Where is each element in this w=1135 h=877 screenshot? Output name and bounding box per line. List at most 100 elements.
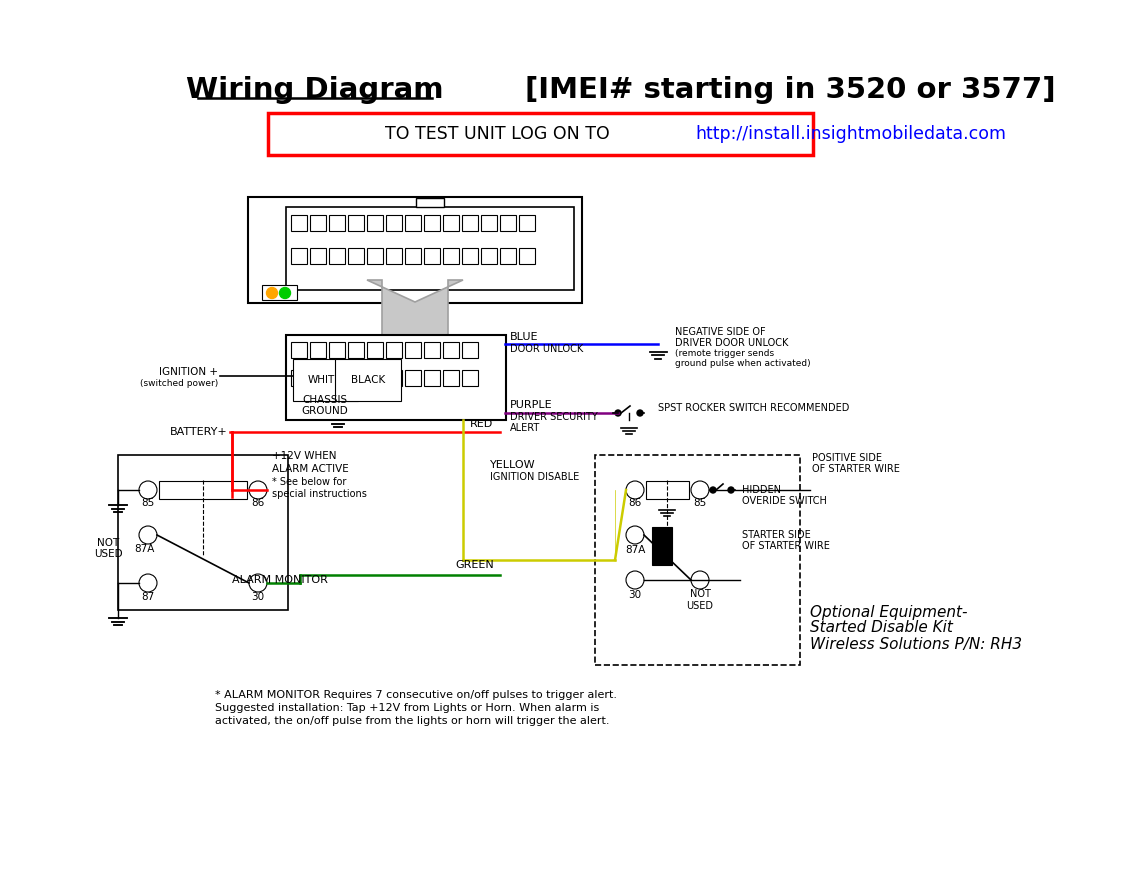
Text: OF STARTER WIRE: OF STARTER WIRE — [742, 541, 830, 551]
Circle shape — [249, 481, 267, 499]
Bar — [367, 370, 382, 386]
Text: PURPLE: PURPLE — [510, 400, 553, 410]
Circle shape — [711, 487, 716, 493]
Text: (switched power): (switched power) — [140, 379, 218, 388]
Bar — [367, 248, 382, 264]
Text: HIDDEN: HIDDEN — [742, 485, 781, 495]
Text: STARTER SIDE: STARTER SIDE — [742, 530, 810, 540]
Bar — [386, 248, 402, 264]
Text: IGNITION +: IGNITION + — [159, 367, 218, 377]
Bar — [443, 248, 459, 264]
Text: 30: 30 — [629, 590, 641, 600]
Circle shape — [627, 526, 644, 544]
Bar — [462, 370, 478, 386]
Bar — [405, 342, 421, 358]
Text: * ALARM MONITOR Requires 7 consecutive on/off pulses to trigger alert.: * ALARM MONITOR Requires 7 consecutive o… — [215, 690, 617, 700]
Text: 86: 86 — [629, 498, 641, 508]
Bar — [286, 207, 574, 290]
Bar — [348, 342, 364, 358]
Text: activated, the on/off pulse from the lights or horn will trigger the alert.: activated, the on/off pulse from the lig… — [215, 716, 609, 726]
Bar — [348, 370, 364, 386]
Bar — [268, 113, 813, 155]
Bar — [443, 215, 459, 231]
Text: NOT: NOT — [96, 538, 119, 548]
Text: http://install.insightmobiledata.com: http://install.insightmobiledata.com — [695, 125, 1006, 143]
Bar — [424, 215, 440, 231]
Bar — [386, 215, 402, 231]
Text: (remote trigger sends: (remote trigger sends — [675, 350, 774, 359]
Circle shape — [138, 481, 157, 499]
Circle shape — [267, 288, 277, 298]
Bar — [118, 455, 288, 610]
Bar — [367, 215, 382, 231]
Bar — [159, 481, 247, 499]
Bar — [291, 342, 306, 358]
Circle shape — [138, 574, 157, 592]
Bar — [262, 285, 297, 300]
Text: USED: USED — [687, 601, 714, 611]
Bar — [595, 455, 800, 665]
Circle shape — [627, 481, 644, 499]
Bar — [348, 248, 364, 264]
Circle shape — [691, 481, 709, 499]
Bar — [443, 370, 459, 386]
Text: * See below for: * See below for — [272, 477, 346, 487]
Circle shape — [249, 574, 267, 592]
Text: ALERT: ALERT — [510, 423, 540, 433]
Bar — [519, 215, 535, 231]
Bar — [291, 370, 306, 386]
Text: +12V WHEN: +12V WHEN — [272, 451, 336, 461]
Circle shape — [691, 571, 709, 589]
Bar — [329, 342, 345, 358]
Bar — [405, 370, 421, 386]
Bar — [462, 248, 478, 264]
Text: RED: RED — [470, 419, 494, 429]
Text: SPST ROCKER SWITCH RECOMMENDED: SPST ROCKER SWITCH RECOMMENDED — [658, 403, 849, 413]
Bar — [386, 370, 402, 386]
Text: BATTERY+: BATTERY+ — [170, 427, 228, 437]
Text: OF STARTER WIRE: OF STARTER WIRE — [812, 464, 900, 474]
Bar — [462, 215, 478, 231]
Text: BLACK: BLACK — [351, 375, 385, 385]
Bar — [462, 342, 478, 358]
Bar — [501, 215, 516, 231]
Bar — [646, 481, 689, 499]
Text: ground pulse when activated): ground pulse when activated) — [675, 360, 810, 368]
Circle shape — [627, 571, 644, 589]
Text: 87A: 87A — [624, 545, 645, 555]
Circle shape — [279, 288, 291, 298]
Bar — [310, 248, 326, 264]
Text: GROUND: GROUND — [302, 406, 348, 416]
Text: Optional Equipment-: Optional Equipment- — [810, 604, 967, 619]
Text: 85: 85 — [142, 498, 154, 508]
Bar — [443, 342, 459, 358]
Bar — [310, 342, 326, 358]
Text: ALARM ACTIVE: ALARM ACTIVE — [272, 464, 348, 474]
Circle shape — [637, 410, 644, 416]
Text: YELLOW: YELLOW — [490, 460, 536, 470]
Text: DRIVER SECURITY: DRIVER SECURITY — [510, 412, 598, 422]
Bar — [501, 248, 516, 264]
Text: NOT: NOT — [690, 589, 711, 599]
Bar — [386, 342, 402, 358]
Text: [IMEI# starting in 3520 or 3577]: [IMEI# starting in 3520 or 3577] — [524, 76, 1056, 104]
Bar — [291, 215, 306, 231]
Polygon shape — [367, 280, 463, 380]
Bar — [329, 248, 345, 264]
Text: Started Disable Kit: Started Disable Kit — [810, 621, 953, 636]
Circle shape — [138, 526, 157, 544]
Bar — [291, 248, 306, 264]
Bar — [424, 248, 440, 264]
Text: CHASSIS: CHASSIS — [302, 395, 347, 405]
Text: 85: 85 — [693, 498, 707, 508]
Bar — [348, 215, 364, 231]
Bar — [367, 342, 382, 358]
Bar — [310, 370, 326, 386]
Bar — [519, 248, 535, 264]
Bar — [310, 215, 326, 231]
Text: 87: 87 — [142, 592, 154, 602]
Text: Wireless Solutions P/N: RH3: Wireless Solutions P/N: RH3 — [810, 637, 1023, 652]
Text: POSITIVE SIDE: POSITIVE SIDE — [812, 453, 882, 463]
Bar — [286, 335, 506, 420]
Bar — [405, 248, 421, 264]
